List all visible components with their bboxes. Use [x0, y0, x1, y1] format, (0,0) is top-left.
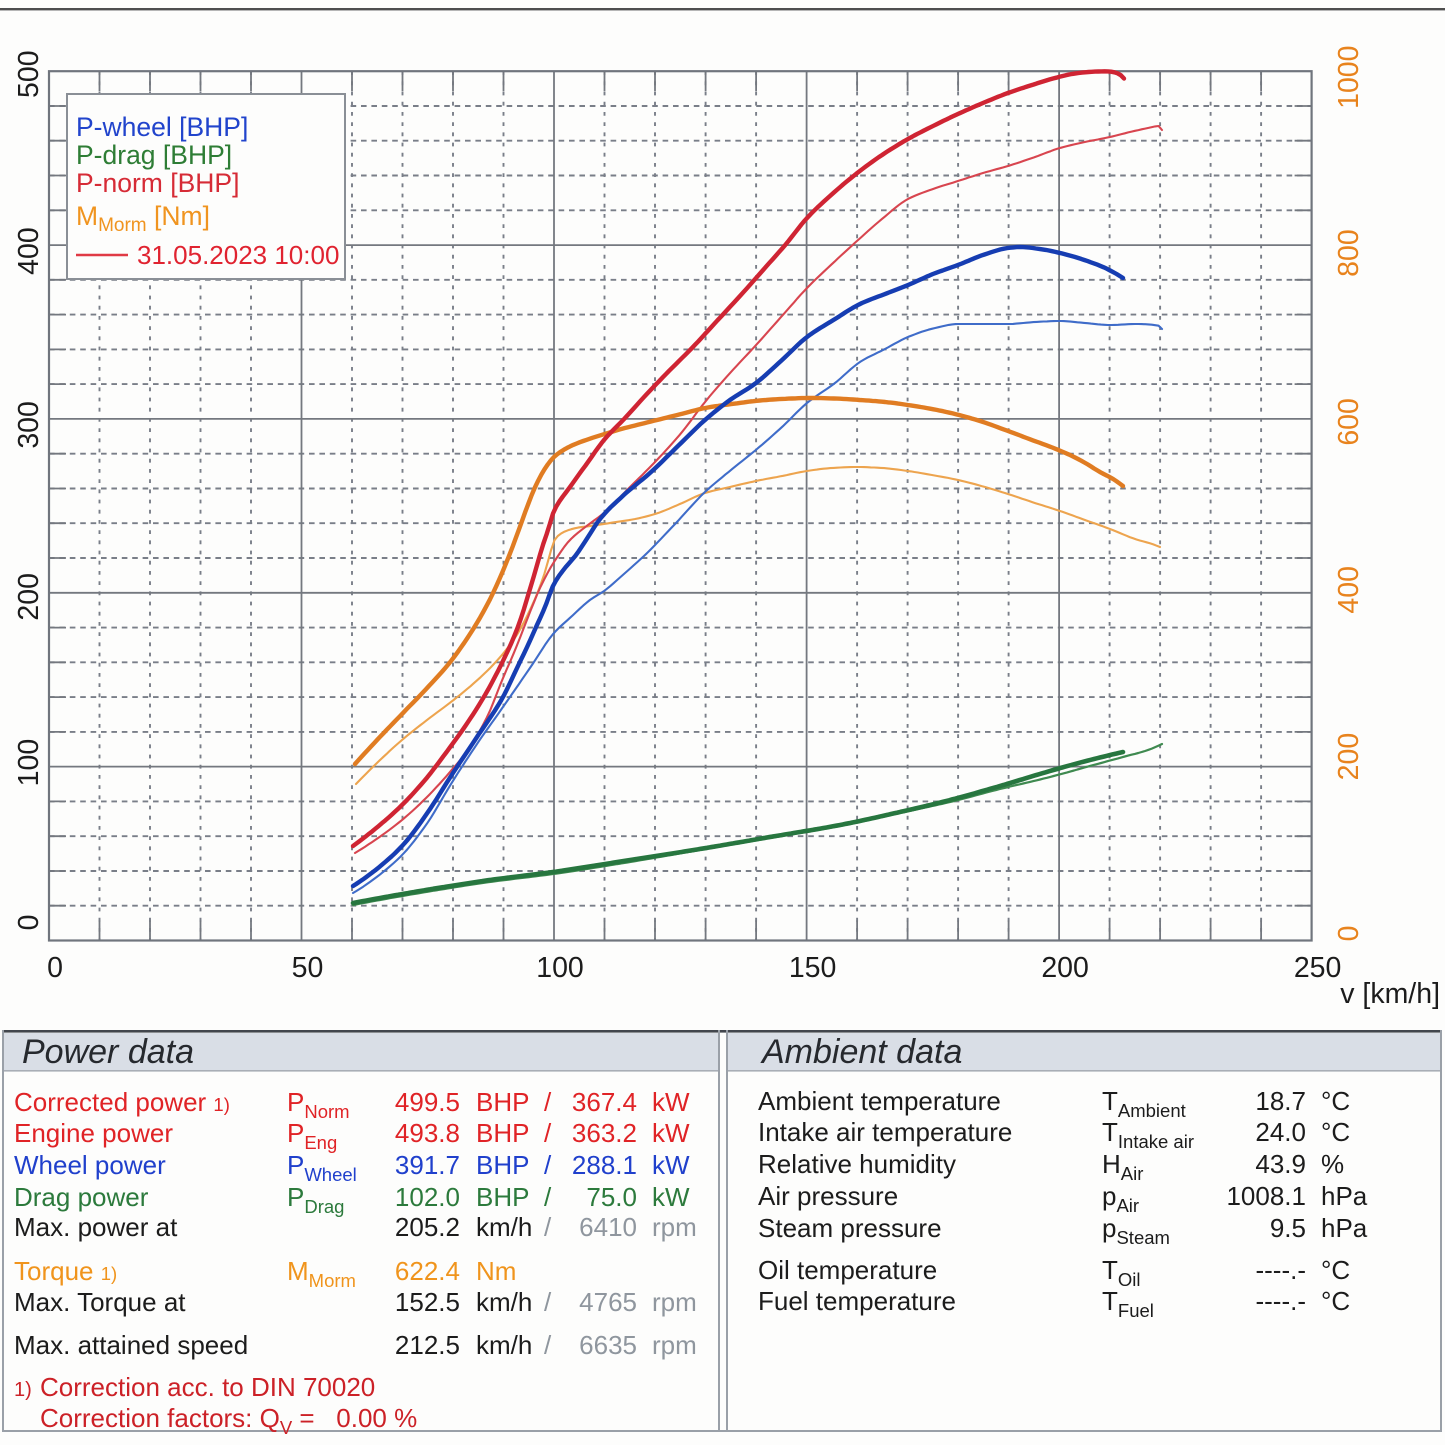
- svg-text:km/h: km/h: [476, 1330, 532, 1360]
- svg-text:hPa: hPa: [1321, 1181, 1368, 1211]
- svg-text:50: 50: [292, 952, 324, 984]
- svg-text:43.9: 43.9: [1255, 1149, 1306, 1179]
- svg-text:6635: 6635: [579, 1330, 637, 1360]
- svg-text:/: /: [544, 1287, 552, 1317]
- svg-text:/: /: [544, 1150, 552, 1180]
- svg-text:200: 200: [13, 573, 45, 621]
- svg-text:P-norm [BHP]: P-norm [BHP]: [76, 168, 239, 198]
- svg-text:Intake air temperature: Intake air temperature: [758, 1117, 1012, 1147]
- svg-text:400: 400: [1333, 566, 1365, 614]
- svg-text:Engine power: Engine power: [14, 1118, 173, 1148]
- svg-text:°C: °C: [1321, 1086, 1350, 1116]
- svg-text:°C: °C: [1321, 1286, 1350, 1316]
- svg-text:622.4: 622.4: [395, 1256, 460, 1286]
- svg-text:250: 250: [1294, 952, 1342, 984]
- svg-text:152.5: 152.5: [395, 1287, 460, 1317]
- svg-text:500: 500: [13, 50, 45, 98]
- svg-text:/: /: [544, 1118, 552, 1148]
- svg-text:kW: kW: [652, 1118, 690, 1148]
- svg-text:Correction acc. to DIN 70020: Correction acc. to DIN 70020: [40, 1372, 375, 1402]
- svg-text:°C: °C: [1321, 1117, 1350, 1147]
- svg-text:1008.1: 1008.1: [1226, 1181, 1306, 1211]
- svg-text:BHP: BHP: [476, 1087, 529, 1117]
- svg-text:Steam pressure: Steam pressure: [758, 1213, 942, 1243]
- svg-text:0: 0: [47, 952, 63, 984]
- svg-text:150: 150: [789, 952, 837, 984]
- svg-text:Correction factors: QV = 0.0: Correction factors: QV = 0.00 %: [40, 1403, 417, 1438]
- svg-text:499.5: 499.5: [395, 1087, 460, 1117]
- svg-text:Nm: Nm: [476, 1256, 516, 1286]
- svg-text:1000: 1000: [1333, 45, 1365, 108]
- svg-text:400: 400: [13, 227, 45, 275]
- svg-text:Relative humidity: Relative humidity: [758, 1149, 956, 1179]
- svg-text:km/h: km/h: [476, 1212, 532, 1242]
- svg-text:212.5: 212.5: [395, 1330, 460, 1360]
- svg-text:kW: kW: [652, 1150, 690, 1180]
- svg-text:391.7: 391.7: [395, 1150, 460, 1180]
- svg-text:Fuel temperature: Fuel temperature: [758, 1286, 956, 1316]
- svg-text:/: /: [544, 1212, 552, 1242]
- svg-text:Max. power at: Max. power at: [14, 1212, 178, 1242]
- svg-text:Ambient data: Ambient data: [760, 1033, 962, 1071]
- svg-text:Corrected power 1): Corrected power 1): [14, 1087, 230, 1117]
- svg-text:367.4: 367.4: [572, 1087, 637, 1117]
- svg-text:Wheel power: Wheel power: [14, 1150, 166, 1180]
- svg-text:9.5: 9.5: [1270, 1213, 1306, 1243]
- svg-text:75.0: 75.0: [586, 1182, 637, 1212]
- svg-text:km/h: km/h: [476, 1287, 532, 1317]
- svg-text:Power data: Power data: [22, 1033, 194, 1071]
- svg-text:/: /: [544, 1330, 552, 1360]
- svg-text:%: %: [1321, 1149, 1344, 1179]
- svg-text:100: 100: [536, 952, 584, 984]
- svg-text:Air pressure: Air pressure: [758, 1181, 898, 1211]
- svg-text:kW: kW: [652, 1182, 690, 1212]
- svg-text:Max. attained speed: Max. attained speed: [14, 1330, 248, 1360]
- svg-text:BHP: BHP: [476, 1182, 529, 1212]
- svg-text:24.0: 24.0: [1255, 1117, 1306, 1147]
- svg-text:288.1: 288.1: [572, 1150, 637, 1180]
- svg-text:Torque 1): Torque 1): [14, 1256, 117, 1286]
- svg-text:100: 100: [13, 739, 45, 787]
- svg-text:800: 800: [1333, 229, 1365, 277]
- svg-text:205.2: 205.2: [395, 1212, 460, 1242]
- svg-text:hPa: hPa: [1321, 1213, 1368, 1243]
- svg-text:v [km/h]: v [km/h]: [1340, 978, 1440, 1010]
- svg-text:102.0: 102.0: [395, 1182, 460, 1212]
- svg-text:Oil temperature: Oil temperature: [758, 1255, 937, 1285]
- svg-text:°C: °C: [1321, 1255, 1350, 1285]
- svg-text:1): 1): [14, 1379, 32, 1401]
- svg-text:/: /: [544, 1087, 552, 1117]
- svg-text:Drag power: Drag power: [14, 1182, 149, 1212]
- svg-text:18.7: 18.7: [1255, 1086, 1306, 1116]
- svg-text:rpm: rpm: [652, 1212, 697, 1242]
- svg-text:rpm: rpm: [652, 1330, 697, 1360]
- svg-text:600: 600: [1333, 398, 1365, 446]
- svg-text:kW: kW: [652, 1087, 690, 1117]
- svg-text:0: 0: [1333, 926, 1365, 942]
- svg-text:31.05.2023 10:00: 31.05.2023 10:00: [137, 240, 339, 270]
- svg-text:200: 200: [1333, 733, 1365, 781]
- svg-text:Ambient temperature: Ambient temperature: [758, 1086, 1001, 1116]
- svg-text:BHP: BHP: [476, 1118, 529, 1148]
- svg-text:363.2: 363.2: [572, 1118, 637, 1148]
- svg-text:493.8: 493.8: [395, 1118, 460, 1148]
- svg-text:rpm: rpm: [652, 1287, 697, 1317]
- svg-text:BHP: BHP: [476, 1150, 529, 1180]
- svg-text:0: 0: [13, 915, 45, 931]
- svg-text:6410: 6410: [579, 1212, 637, 1242]
- svg-text:Max. Torque at: Max. Torque at: [14, 1287, 186, 1317]
- svg-text:P-drag [BHP]: P-drag [BHP]: [76, 140, 232, 170]
- svg-text:300: 300: [13, 401, 45, 449]
- svg-text:P-wheel [BHP]: P-wheel [BHP]: [76, 112, 248, 142]
- svg-text:----.-: ----.-: [1255, 1255, 1306, 1285]
- svg-text:/: /: [544, 1182, 552, 1212]
- svg-text:----.-: ----.-: [1255, 1286, 1306, 1316]
- svg-text:200: 200: [1041, 952, 1089, 984]
- svg-text:4765: 4765: [579, 1287, 637, 1317]
